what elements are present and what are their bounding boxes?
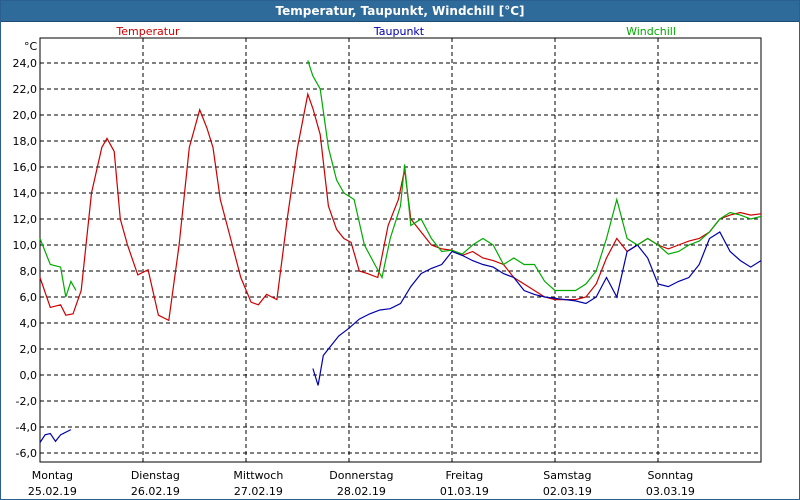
y-tick-label: 12,0 (13, 213, 38, 226)
y-tick-label: 2,0 (20, 343, 38, 356)
x-day-label: Donnerstag (329, 469, 393, 482)
y-tick-label: 8,0 (20, 265, 38, 278)
x-day-label: Sonntag (648, 469, 694, 482)
y-tick-label: 10,0 (13, 239, 38, 252)
x-date-label: 25.02.19 (28, 485, 77, 498)
x-day-label: Dienstag (131, 469, 180, 482)
x-date-label: 28.02.19 (337, 485, 386, 498)
y-tick-label: -4,0 (16, 421, 37, 434)
y-tick-label: 18,0 (13, 135, 38, 148)
y-tick-label: 24,0 (13, 57, 38, 70)
y-tick-label: -2,0 (16, 395, 37, 408)
x-date-label: 02.03.19 (543, 485, 592, 498)
x-day-label: Montag (32, 469, 73, 482)
y-tick-label: 22,0 (13, 83, 38, 96)
y-tick-label: 16,0 (13, 161, 38, 174)
y-axis-unit: °C (24, 40, 38, 53)
legend-temperatur: Temperatur (115, 25, 180, 38)
y-tick-label: 0,0 (20, 369, 38, 382)
x-date-label: 03.03.19 (646, 485, 695, 498)
y-tick-label: 14,0 (13, 187, 38, 200)
x-day-label: Mittwoch (233, 469, 283, 482)
x-date-label: 01.03.19 (440, 485, 489, 498)
y-tick-label: 20,0 (13, 109, 38, 122)
plot-frame (39, 37, 762, 463)
chart-title: Temperatur, Taupunkt, Windchill [°C] (275, 4, 525, 18)
x-day-label: Freitag (446, 469, 484, 482)
y-tick-label: -6,0 (16, 447, 37, 460)
series-line-taupunkt (312, 231, 762, 386)
x-date-label: 27.02.19 (234, 485, 283, 498)
y-tick-label: 4,0 (20, 317, 38, 330)
x-day-label: Samstag (543, 469, 591, 482)
legend-windchill: Windchill (626, 25, 676, 38)
legend-taupunkt: Taupunkt (373, 25, 425, 38)
series-line-windchill (307, 60, 762, 292)
y-tick-label: 6,0 (20, 291, 38, 304)
series-line-windchill (39, 238, 77, 298)
x-date-label: 26.02.19 (131, 485, 180, 498)
title-bar: Temperatur, Taupunkt, Windchill [°C] (1, 1, 799, 22)
series-line-taupunkt (39, 429, 72, 443)
